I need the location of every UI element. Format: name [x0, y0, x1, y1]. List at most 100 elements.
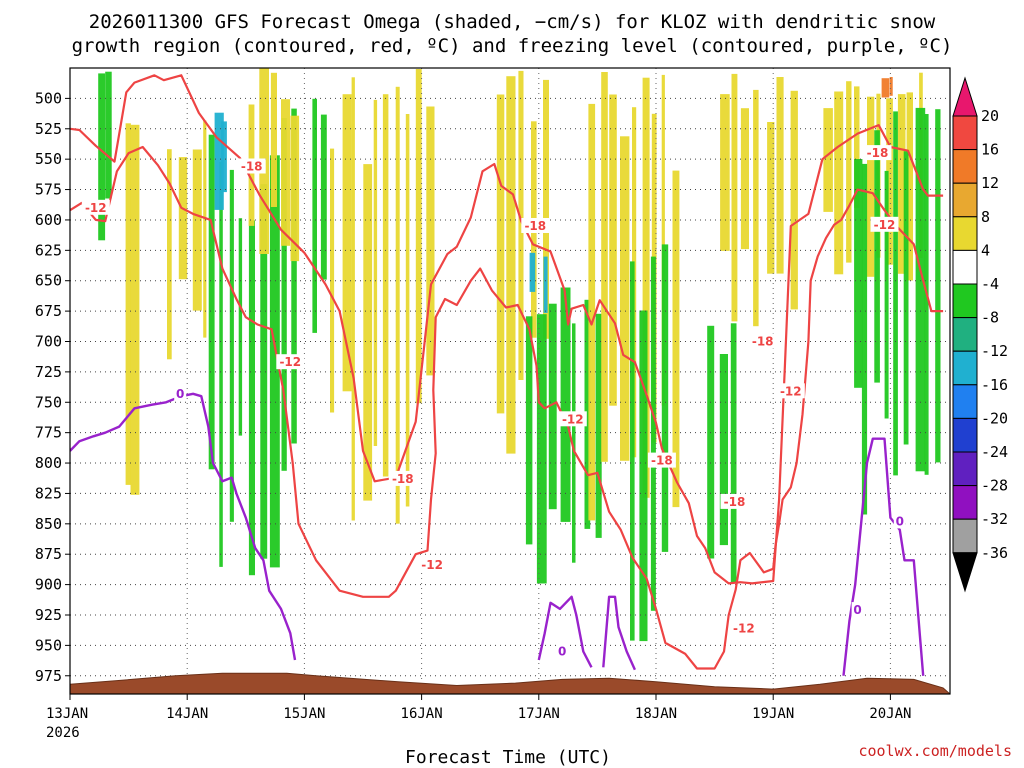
- dendritic-contour-label: -18: [392, 472, 414, 486]
- omega-streak: [506, 76, 516, 454]
- dendritic-contour-label: -12: [562, 412, 584, 426]
- omega-streak: [881, 78, 890, 98]
- contour-label-bg: [388, 470, 417, 486]
- colorbar-segment: [952, 451, 978, 487]
- chart-title-line-1: 2026011300 GFS Forecast Omega (shaded, −…: [89, 11, 936, 33]
- x-tick-label: 20JAN: [869, 706, 911, 722]
- colorbar-segment: [952, 518, 978, 554]
- x-axis-title: Forecast Time (UTC): [405, 747, 611, 768]
- omega-streak: [543, 256, 548, 313]
- omega-streak: [330, 148, 335, 413]
- omega-streak: [312, 98, 317, 333]
- contour-label-bg: [729, 620, 758, 636]
- colorbar-tick-label: 8: [981, 208, 990, 226]
- dendritic-contour-label: -18: [524, 219, 546, 233]
- contour-label-bg: [870, 216, 899, 232]
- omega-shading: [98, 68, 941, 642]
- omega-streak: [291, 108, 297, 444]
- colorbar-tick-label: 4: [981, 241, 990, 259]
- omega-streak: [281, 118, 287, 471]
- omega-streak: [229, 169, 234, 522]
- omega-streak: [776, 77, 784, 274]
- y-tick-label: 825: [35, 484, 62, 502]
- omega-streak: [874, 130, 880, 383]
- omega-streak: [130, 124, 140, 495]
- colorbar-tick-label: -4: [981, 275, 999, 293]
- y-tick-label: 950: [35, 636, 62, 654]
- colorbar-segment: [952, 182, 978, 218]
- omega-streak: [903, 151, 909, 445]
- omega-streak: [260, 184, 268, 559]
- omega-streak: [548, 303, 557, 510]
- omega-streak: [893, 111, 898, 476]
- terrain: [70, 672, 950, 694]
- omega-streak: [572, 323, 576, 563]
- omega-streak: [98, 73, 106, 241]
- freezing-contour-label: 0: [558, 645, 566, 659]
- omega-streak: [214, 112, 224, 210]
- dendritic-cold-contour: [70, 145, 944, 670]
- colorbar-segment: [952, 149, 978, 184]
- omega-streak: [536, 314, 547, 584]
- omega-streak: [720, 94, 730, 251]
- omega-streak: [525, 316, 533, 545]
- y-tick-label: 575: [35, 181, 62, 199]
- y-tick-label: 675: [35, 302, 62, 320]
- omega-streak: [897, 94, 906, 274]
- omega-streak: [560, 287, 571, 522]
- dendritic-contour-label: -18: [867, 146, 889, 160]
- omega-streak: [740, 108, 749, 250]
- colorbar-segment: [952, 485, 978, 520]
- contour-label-bg: [720, 493, 749, 509]
- omega-streak: [281, 99, 291, 246]
- omega-streak: [290, 115, 300, 262]
- colorbar-segment: [952, 417, 978, 453]
- y-tick-label: 525: [35, 120, 62, 138]
- colorbar-tick-label: -12: [981, 342, 1008, 360]
- contour-label-bg: [851, 602, 864, 618]
- contour-label-bg: [558, 411, 587, 427]
- y-tick-label: 800: [35, 454, 62, 472]
- omega-streak: [543, 79, 549, 339]
- omega-streak: [269, 155, 280, 568]
- colorbar-tick-label: -8: [981, 309, 999, 327]
- omega-streak: [192, 149, 202, 311]
- dendritic-contour-label: -18: [724, 495, 746, 509]
- chart-title-line-2: growth region (contoured, red, ºC) and f…: [72, 35, 953, 57]
- contour-label-bg: [776, 383, 805, 399]
- x-tick-label: 14JAN: [166, 706, 208, 722]
- y-tick-label: 550: [35, 150, 62, 168]
- omega-streak: [630, 261, 635, 641]
- plot-area: -12 -18 -12 -18 -12 -18 -12 -18 -18 -12 -18 -12 -18 -…: [69, 67, 951, 695]
- omega-streak: [382, 94, 389, 477]
- contour-label-bg: [863, 145, 892, 161]
- omega-streak: [767, 122, 775, 274]
- omega-streak: [496, 94, 505, 414]
- terrain-surface: [70, 672, 950, 694]
- contour-labels: -12 -18 -12 -18 -12 -18 -12 -18 -18 -12 -18 -12 -18 -…: [81, 145, 906, 659]
- dendritic-contour-label: -12: [85, 201, 107, 215]
- y-tick-label: 925: [35, 606, 62, 624]
- omega-streak: [373, 99, 378, 447]
- omega-streak: [221, 121, 227, 193]
- colorbar-segment: [952, 216, 978, 251]
- contour-label-bg: [521, 218, 550, 233]
- omega-streak: [790, 90, 798, 310]
- contour-label-bg: [276, 354, 305, 370]
- y-tick-label: 700: [35, 332, 62, 350]
- colorbar-top-arrow: [952, 76, 978, 117]
- colorbar-tick-label: -16: [981, 376, 1008, 394]
- y-axis: 500 525 550 575 600 625 650 675 700 725 750 775 800 8…: [35, 89, 70, 685]
- colorbar-tick-label: -28: [981, 477, 1008, 495]
- omega-streak: [363, 164, 373, 501]
- omega-streak: [731, 73, 738, 322]
- omega-streak: [639, 310, 648, 642]
- contour-label-bg: [893, 513, 906, 529]
- omega-streak: [661, 244, 669, 552]
- grid: [70, 68, 950, 694]
- dendritic-contour-label: -12: [733, 621, 755, 635]
- colorbar-tick-label: -32: [981, 510, 1008, 528]
- freezing-level-contour: [842, 437, 925, 676]
- omega-streak: [219, 162, 223, 567]
- y-tick-label: 650: [35, 272, 62, 290]
